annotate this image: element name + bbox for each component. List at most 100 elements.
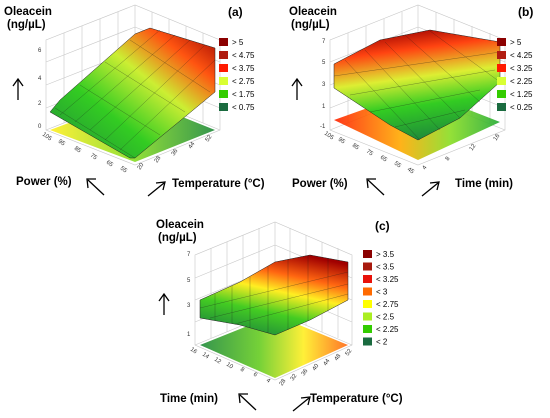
panel-a-legend-swatch (219, 64, 228, 72)
panel-c-surface-mesh (199, 256, 349, 333)
panel-b-z-ticks: -1 1 3 5 7 (320, 39, 326, 130)
panel-c-y-tick-3: 10 (225, 362, 234, 371)
panel-a-label: (a) (228, 5, 243, 19)
panel-a-legend-swatch (219, 103, 228, 111)
panel-c-legend-label: < 2.5 (376, 313, 395, 322)
panel-a-x-tick-3: 44 (188, 141, 197, 150)
panel-b-x-ticks: 4 8 12 16 (422, 133, 502, 171)
panel-b-z-tick-2: 3 (322, 82, 326, 88)
panel-b-legend: > 5 < 4.25 < 3.25 < 2.25 < 1.25 < 0.25 (497, 38, 533, 112)
panel-c-x-tick-6: 52 (345, 348, 354, 357)
panel-c-legend-label: < 3.25 (376, 275, 399, 284)
panel-c-x-tick-0: 28 (279, 378, 288, 387)
panel-b-y-tick-4: 85 (351, 143, 360, 152)
panel-b-y-tick-5: 95 (337, 137, 346, 146)
panel-c-y-tick-0: 4 (265, 378, 272, 385)
panel-c-legend-swatch (363, 325, 372, 333)
panel-c-y-tick-1: 6 (252, 372, 259, 379)
panel-b-z-tick-4: 7 (322, 39, 326, 45)
panel-c-y-tick-4: 12 (213, 357, 222, 366)
panel-b-y-ticks: 105 95 85 75 65 55 45 (323, 131, 415, 176)
panel-b-y-arrow-icon (366, 178, 385, 196)
panel-a-legend-label: < 2.75 (232, 77, 255, 86)
panel-b-z-tick-1: 1 (322, 104, 326, 110)
panel-a-y-arrow-icon (86, 178, 105, 196)
panel-b-y-tick-3: 75 (365, 149, 374, 158)
panel-c-x-tick-4: 44 (323, 358, 332, 367)
panel-a-legend-label: < 4.75 (232, 51, 255, 60)
panel-b-x-arrow-icon (421, 181, 440, 197)
panel-b-y-tick-0: 45 (406, 167, 415, 176)
panel-b: Oleacein (ng/µL) (b) -1 1 (289, 4, 533, 197)
panel-a-surface (49, 27, 216, 159)
panel-b-ylabel: Power (%) (292, 178, 348, 190)
panel-b-label: (b) (518, 5, 533, 19)
panel-c-ylabel: Time (min) (160, 393, 218, 405)
panel-c: Oleacein (ng/µL) (c) 1 3 (156, 219, 403, 412)
panel-c-legend-swatch (363, 250, 372, 258)
panel-b-legend-swatch (497, 77, 506, 85)
panel-a-z-tick-0: 0 (38, 124, 42, 130)
panel-a-y-tick-3: 85 (73, 146, 82, 155)
panel-c-x-ticks: 28 32 36 40 44 48 52 (279, 348, 354, 387)
panel-b-legend-label: < 4.25 (510, 51, 533, 60)
panel-a-z-tick-1: 2 (38, 101, 42, 107)
panel-c-z-tick-2: 5 (187, 278, 191, 284)
panel-b-x-tick-1: 8 (445, 155, 452, 162)
panel-c-legend-label: < 2.75 (376, 300, 399, 309)
panel-a-zlabel-line1: Oleacein (4, 6, 52, 18)
panel-a-x-ticks: 20 28 36 44 52 (137, 134, 214, 171)
panel-a-zlabel-line2: (ng/µL) (7, 19, 46, 31)
panel-c-zlabel-line1: Oleacein (156, 219, 204, 231)
panel-c-zlabel-line2: (ng/µL) (158, 232, 197, 244)
panel-b-surface-mesh (333, 30, 501, 141)
panel-c-legend-swatch (363, 300, 372, 308)
panel-b-legend-label: < 0.25 (510, 103, 533, 112)
panel-b-xlabel: Time (min) (455, 178, 513, 190)
panel-a-legend-swatch (219, 51, 228, 59)
panel-b-legend-swatch (497, 103, 506, 111)
panel-b-legend-label: > 5 (510, 38, 522, 47)
panel-c-legend-label: > 3.5 (376, 250, 395, 259)
panel-b-legend-swatch (497, 51, 506, 59)
panel-a-z-arrow-icon (12, 77, 24, 100)
panel-a-legend-label: < 1.75 (232, 90, 255, 99)
panel-c-legend-swatch (363, 312, 372, 321)
panel-a-surface-mesh (54, 29, 216, 159)
panel-b-x-tick-2: 12 (469, 143, 478, 152)
panel-b-y-tick-1: 55 (393, 161, 402, 170)
panel-b-legend-swatch (497, 90, 506, 98)
panel-c-legend-swatch (363, 287, 372, 296)
panel-a-z-ticks: 0 2 4 6 (38, 48, 42, 130)
panel-c-legend-swatch (363, 337, 372, 346)
panel-a-legend-swatch (219, 77, 228, 85)
panel-c-z-ticks: 1 3 5 7 (187, 252, 191, 338)
panel-c-x-arrow-icon (292, 396, 311, 412)
panel-b-legend-label: < 2.25 (510, 77, 533, 86)
panel-a-legend-swatch (219, 38, 228, 46)
panel-a-x-arrow-icon (147, 181, 166, 197)
panel-b-y-tick-2: 65 (379, 155, 388, 164)
panel-a-z-tick-2: 4 (38, 76, 42, 82)
panel-a-y-tick-1: 65 (105, 160, 114, 169)
panel-b-arrows (291, 77, 440, 197)
panel-a-legend-label: < 3.75 (232, 64, 255, 73)
panel-c-y-tick-6: 16 (189, 347, 198, 356)
panel-c-legend-swatch (363, 275, 372, 283)
panel-a-x-tick-2: 36 (171, 148, 180, 157)
panel-c-legend-label: < 3.5 (376, 263, 395, 272)
panel-b-legend-swatch (497, 38, 506, 46)
panel-a-x-tick-4: 52 (205, 134, 214, 143)
panel-b-z-arrow-icon (291, 77, 303, 100)
panel-a-x-tick-1: 28 (154, 155, 163, 164)
panel-c-y-tick-2: 8 (239, 367, 246, 374)
panel-c-x-tick-2: 36 (301, 368, 310, 377)
panel-c-contour-floor (200, 315, 348, 378)
panel-a-arrows (12, 77, 166, 197)
panel-a-z-tick-3: 6 (38, 48, 42, 54)
panel-c-xlabel: Temperature (°C) (310, 393, 403, 405)
panel-b-x-tick-0: 4 (422, 164, 429, 171)
panel-c-legend-label: < 3 (376, 288, 388, 297)
panel-c-z-arrow-icon (158, 292, 170, 315)
panel-a-y-tick-2: 75 (89, 153, 98, 162)
